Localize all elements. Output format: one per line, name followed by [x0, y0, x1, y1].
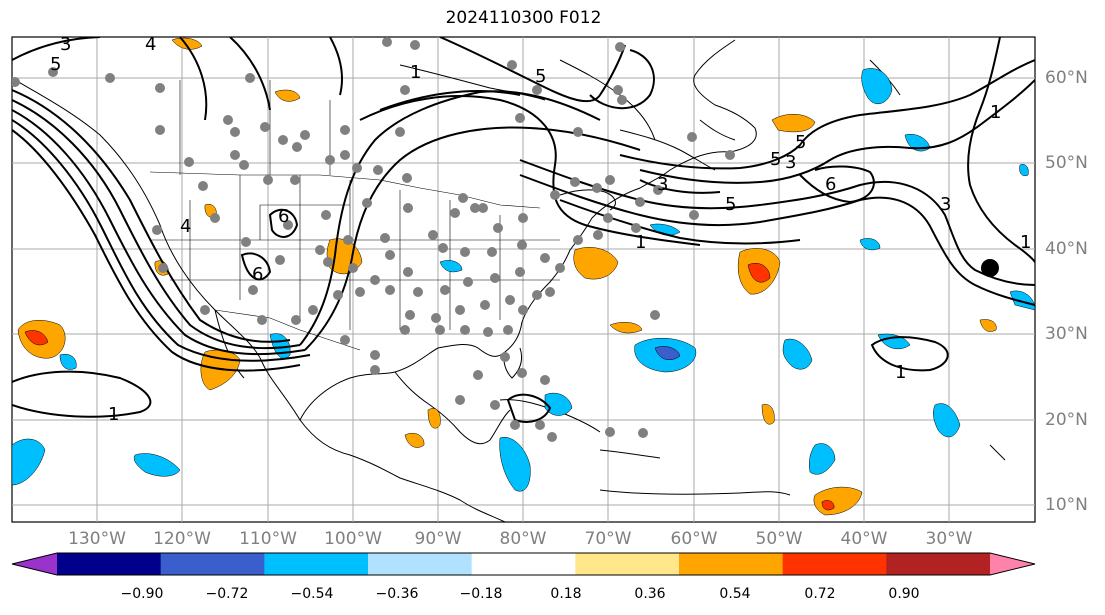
- colorbar-segment: [368, 553, 473, 575]
- lon-label: 40°W: [840, 529, 888, 549]
- lat-label: 60°N: [1045, 68, 1088, 88]
- colorbar-tick: 0.36: [634, 586, 666, 602]
- colorbar-segment: [679, 553, 784, 575]
- lon-label: 100°W: [324, 529, 382, 549]
- contour-label: 1: [410, 62, 421, 83]
- contour-label: 5: [795, 132, 806, 153]
- colorbar-outline: [11, 552, 1036, 576]
- lon-label: 30°W: [925, 529, 973, 549]
- lat-gridlines: [12, 77, 1035, 506]
- contour-label: 6: [825, 174, 836, 195]
- colorbar-segment: [471, 553, 576, 575]
- lat-label: 40°N: [1045, 239, 1088, 259]
- contour-label: 1: [635, 232, 646, 253]
- lon-label: 60°W: [670, 529, 718, 549]
- contour-label: 1: [990, 102, 1001, 123]
- lon-label: 120°W: [153, 529, 211, 549]
- shaded-anomalies: [12, 37, 1035, 516]
- contour-lines: [12, 37, 1035, 423]
- contour-label: 3: [940, 194, 951, 215]
- colorbar-extend-low: [12, 553, 57, 575]
- lat-label: 20°N: [1045, 410, 1088, 430]
- lat-label: 50°N: [1045, 153, 1088, 173]
- contour-label: 4: [180, 216, 191, 237]
- contour-label: 4: [145, 34, 156, 55]
- colorbar-segment: [160, 553, 265, 575]
- colorbar-segment: [57, 553, 162, 575]
- colorbar-segment: [886, 553, 991, 575]
- contour-label-group: 1 1 1 1 1 1 3 3 3 3 5 5 5 6 6 6 4 4 5 5: [50, 34, 1031, 425]
- colorbar-segment: [264, 553, 369, 575]
- contour-label: 3: [657, 174, 668, 195]
- station-dots: [12, 37, 735, 442]
- contour-label: 5: [770, 149, 781, 170]
- colorbar-segment: [575, 553, 680, 575]
- contour-label: 6: [252, 264, 263, 285]
- contour-label: 6: [278, 206, 289, 227]
- lat-label: 30°N: [1045, 324, 1088, 344]
- colorbar-tick: 0.72: [804, 586, 836, 602]
- lon-label: 90°W: [414, 529, 462, 549]
- lon-label: 110°W: [239, 529, 297, 549]
- colorbar-segment: [782, 553, 887, 575]
- storm-marker: [981, 259, 999, 277]
- coastlines: [12, 39, 1006, 522]
- colorbar-tick: −0.72: [205, 586, 249, 602]
- colorbar-tick: 0.54: [719, 586, 751, 602]
- contour-label: 1: [108, 404, 119, 425]
- colorbar-tick: −0.18: [459, 586, 503, 602]
- colorbar-extend-high: [990, 553, 1035, 575]
- colorbar-tick: 0.18: [550, 586, 582, 602]
- contour-label: 1: [895, 362, 906, 383]
- colorbar-tick: −0.36: [375, 586, 419, 602]
- contour-label: 5: [725, 194, 736, 215]
- colorbar-tick: 0.90: [888, 586, 920, 602]
- map-title: 2024110300 F012: [445, 8, 602, 28]
- lon-label: 80°W: [499, 529, 547, 549]
- colorbar-segments: [12, 553, 1035, 575]
- contour-label: 5: [50, 54, 61, 75]
- contour-label: 3: [60, 34, 71, 55]
- colorbar-tick: −0.54: [290, 586, 334, 602]
- lon-label: 130°W: [68, 529, 126, 549]
- lat-label: 10°N: [1045, 495, 1088, 515]
- contour-label: 3: [785, 152, 796, 173]
- colorbar-tick: −0.90: [120, 586, 164, 602]
- contour-label: 5: [535, 66, 546, 87]
- lon-label: 50°W: [755, 529, 803, 549]
- contour-label: 1: [1020, 232, 1031, 253]
- lon-label: 70°W: [584, 529, 632, 549]
- weather-map: 1 1 1 1 1 1 3 3 3 3 5 5 5 6 6 6 4 4 5 5: [11, 34, 1036, 523]
- colorbar: [11, 552, 1036, 576]
